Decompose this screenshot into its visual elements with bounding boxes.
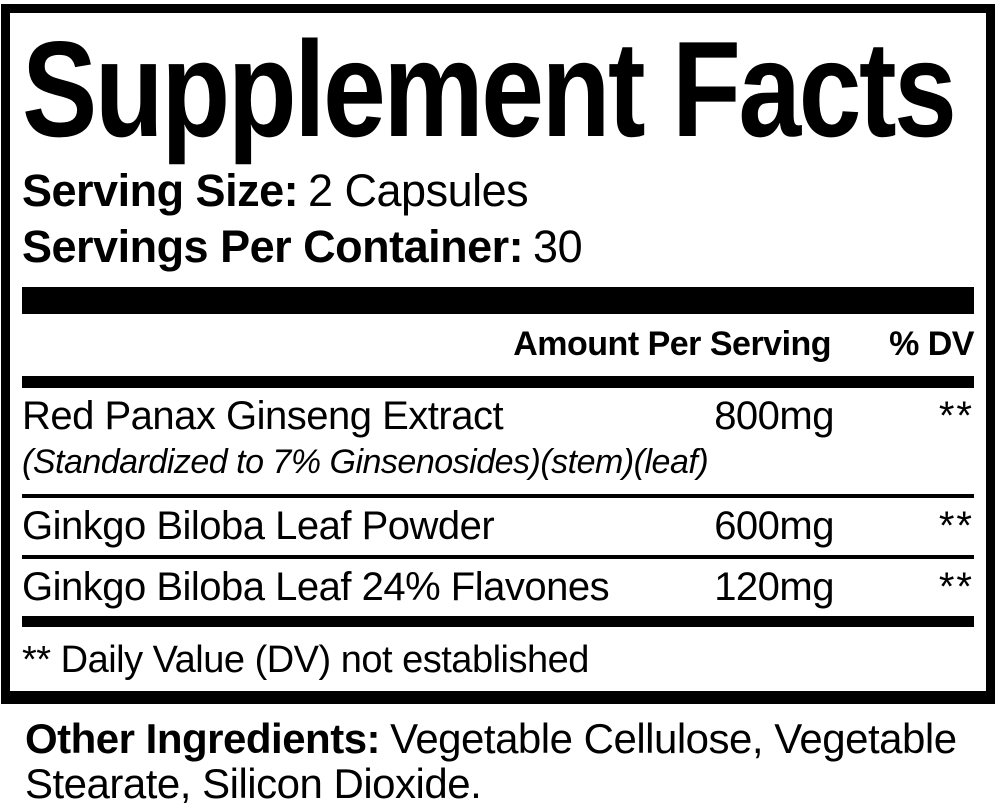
ingredient-amount: 800mg — [714, 394, 834, 438]
ingredient-dv: ** — [938, 504, 974, 548]
servings-per-container-label: Servings Per Container: — [22, 221, 524, 272]
serving-size-value: 2 Capsules — [307, 165, 529, 216]
other-ingredients: Other Ingredients: Vegetable Cellulose, V… — [25, 716, 973, 803]
serving-info: Serving Size: 2 Capsules Servings Per Con… — [22, 163, 974, 275]
facts-panel: Supplement Facts Serving Size: 2 Capsules… — [1, 4, 995, 704]
servings-per-container-value: 30 — [533, 221, 583, 272]
percent-dv-header: % DV — [889, 325, 974, 363]
divider-thin-2 — [22, 555, 974, 559]
ingredient-amount: 600mg — [714, 504, 834, 548]
ingredient-amount: 120mg — [714, 565, 834, 609]
ingredient-dv: ** — [938, 394, 974, 438]
divider-thick-top — [22, 287, 974, 314]
serving-size-label: Serving Size: — [22, 165, 299, 216]
other-ingredients-label: Other Ingredients: — [25, 715, 381, 762]
ingredient-standardization-note: (Standardized to 7% Ginsenosides)(stem)(… — [22, 443, 709, 481]
ingredient-name: Ginkgo Biloba Leaf 24% Flavones — [22, 565, 610, 609]
ingredient-name: Red Panax Ginseng Extract — [22, 394, 504, 438]
divider-medium-header — [22, 376, 974, 388]
ingredient-row-ginkgo-flavones: Ginkgo Biloba Leaf 24% Flavones 120mg ** — [22, 559, 974, 616]
ingredient-name: Ginkgo Biloba Leaf Powder — [22, 504, 495, 548]
divider-thick-bottom — [22, 616, 974, 627]
ingredient-dv: ** — [938, 565, 974, 609]
column-headers: Amount Per Serving % DV — [22, 314, 974, 376]
panel-title: Supplement Facts — [22, 13, 957, 165]
other-ingredients-value: Vegetable Cellulose, Vegetable Stearate,… — [25, 715, 957, 803]
amount-per-serving-header: Amount Per Serving — [513, 325, 832, 363]
serving-size-line: Serving Size: 2 Capsules — [22, 163, 974, 219]
daily-value-footnote: ** Daily Value (DV) not established — [22, 639, 589, 681]
servings-per-container-line: Servings Per Container: 30 — [22, 219, 974, 275]
divider-thin-1 — [22, 494, 974, 498]
ingredient-row-ginkgo-leaf-powder: Ginkgo Biloba Leaf Powder 600mg ** — [22, 498, 974, 555]
ingredient-row-red-panax-ginseng: Red Panax Ginseng Extract 800mg ** — [22, 388, 974, 445]
